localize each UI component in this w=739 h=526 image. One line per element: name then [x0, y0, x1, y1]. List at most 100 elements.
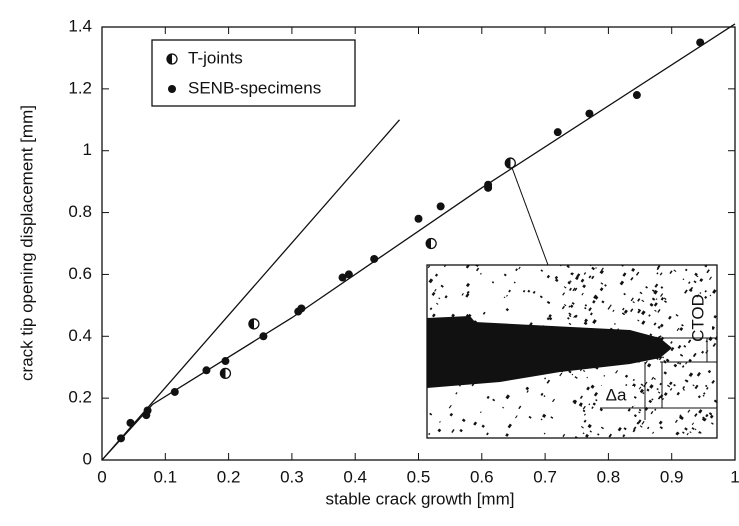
speckle	[683, 345, 687, 348]
speckle	[567, 317, 570, 320]
speckle	[641, 320, 646, 325]
speckle	[593, 294, 597, 299]
speckle	[632, 378, 635, 382]
speckle	[601, 267, 604, 271]
speckle	[574, 376, 578, 379]
y-tick-label: 1.2	[68, 78, 92, 97]
speckle	[656, 388, 659, 391]
speckle	[586, 386, 590, 391]
speckle	[481, 424, 485, 428]
speckle	[684, 289, 688, 294]
speckle	[682, 278, 685, 281]
speckle	[619, 280, 625, 286]
speckle	[712, 342, 717, 347]
speckle	[686, 432, 689, 436]
speckle	[576, 273, 581, 278]
speckle	[659, 382, 662, 386]
speckle	[638, 411, 641, 414]
speckle	[653, 377, 656, 380]
speckle	[650, 410, 654, 415]
speckle	[571, 373, 574, 376]
speckle	[622, 434, 626, 438]
speckle	[712, 289, 717, 294]
speckle	[455, 392, 458, 395]
speckle	[692, 352, 697, 358]
speckle	[648, 399, 653, 404]
speckle	[703, 392, 706, 395]
speckle	[532, 290, 536, 294]
speckle	[651, 297, 656, 301]
x-tick-label: 0.5	[407, 467, 431, 486]
speckle	[508, 289, 511, 293]
speckle	[631, 267, 636, 272]
speckle	[653, 302, 658, 307]
speckle	[696, 294, 700, 298]
speckle	[657, 265, 661, 269]
speckle	[633, 414, 637, 418]
speckle	[638, 386, 642, 390]
speckle	[621, 312, 626, 316]
speckle	[599, 408, 603, 412]
speckle	[665, 358, 670, 363]
speckle	[515, 268, 518, 272]
speckle	[637, 419, 642, 424]
data-point	[116, 434, 125, 443]
x-tick-label: 0.8	[597, 467, 621, 486]
data-point	[504, 157, 516, 169]
y-tick-label: 1	[83, 140, 92, 159]
speckle	[662, 356, 665, 359]
speckle	[684, 379, 688, 382]
speckle	[552, 398, 555, 403]
data-point	[414, 214, 423, 223]
data-point	[170, 387, 179, 396]
speckle	[706, 269, 710, 274]
speckle	[461, 418, 466, 423]
speckle	[584, 307, 587, 310]
data-point	[221, 357, 230, 366]
speckle	[438, 297, 441, 300]
speckle	[654, 408, 657, 411]
speckle	[518, 405, 522, 410]
speckle	[657, 395, 662, 400]
speckle	[589, 312, 593, 316]
speckle	[641, 299, 645, 303]
speckle	[592, 300, 596, 304]
speckle	[486, 395, 490, 399]
data-point	[259, 332, 268, 341]
speckle	[632, 429, 636, 433]
speckle	[705, 413, 709, 418]
speckle	[673, 383, 676, 387]
data-point	[425, 237, 437, 250]
speckle	[572, 287, 576, 292]
speckle	[676, 327, 680, 332]
speckle	[646, 426, 650, 430]
speckle	[630, 297, 634, 302]
speckle	[434, 288, 437, 292]
speckle	[637, 309, 642, 314]
speckle	[669, 387, 673, 391]
y-tick-label: 0.6	[68, 264, 92, 283]
speckle	[562, 433, 566, 438]
speckle	[625, 383, 628, 387]
speckle	[429, 412, 433, 416]
speckle	[444, 295, 448, 299]
speckle	[659, 335, 662, 338]
speckle	[561, 305, 565, 310]
speckle	[709, 294, 712, 297]
speckle	[656, 272, 659, 275]
speckle	[692, 384, 695, 387]
speckle	[475, 267, 480, 272]
data-point	[696, 38, 705, 47]
speckle	[486, 432, 489, 436]
speckle	[615, 370, 619, 374]
speckle	[582, 405, 586, 410]
speckle	[599, 287, 604, 292]
speckle	[505, 433, 509, 437]
speckle	[698, 409, 703, 414]
x-tick-label: 0	[97, 467, 106, 486]
speckle	[653, 289, 658, 295]
speckle	[591, 275, 595, 280]
speckle	[567, 281, 571, 285]
data-point	[585, 109, 594, 118]
speckle	[528, 415, 532, 419]
